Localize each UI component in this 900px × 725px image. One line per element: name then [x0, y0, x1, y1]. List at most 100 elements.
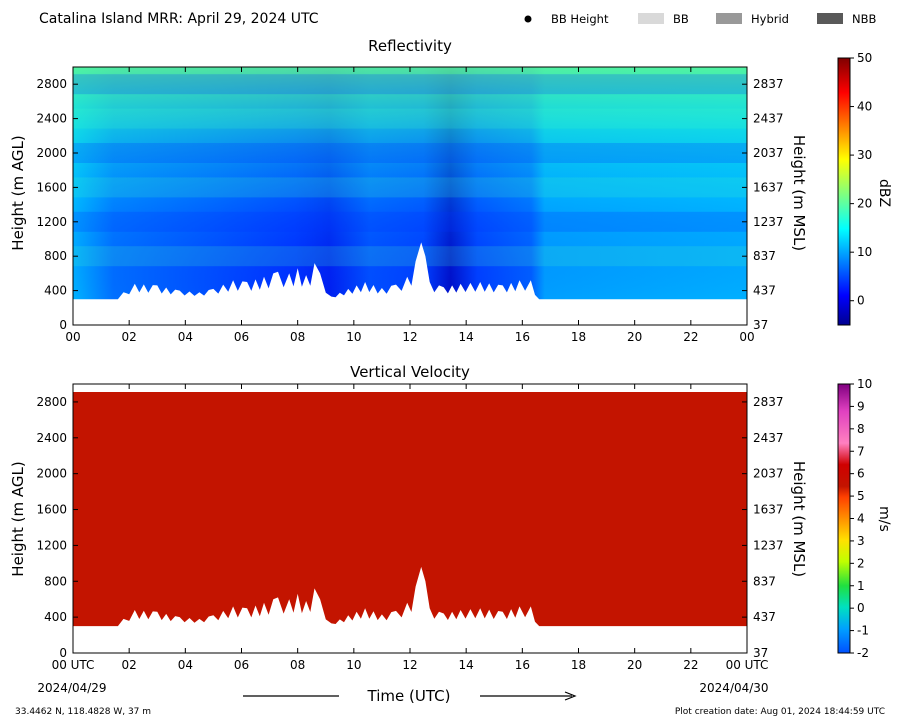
x-tick-label: 12 [402, 658, 417, 672]
time-arrow-head [564, 691, 577, 701]
end-date: 2024/04/30 [699, 681, 768, 695]
x-tick-label: 10 [346, 658, 361, 672]
x-tick-label: 06 [234, 330, 249, 344]
colorbar-tick-label: -1 [857, 624, 869, 638]
y-tick-right-label: 1237 [753, 538, 784, 552]
reflectivity-layer-band [73, 108, 747, 129]
velocity-ylabel-right: Height (m MSL) [790, 461, 808, 577]
y-tick-label: 800 [44, 249, 67, 263]
x-tick-label: 16 [515, 330, 530, 344]
legend-swatch-bb [638, 13, 664, 24]
colorbar-tick-label: 2 [857, 556, 865, 570]
reflectivity-field [73, 67, 747, 300]
x-tick-label: 04 [178, 658, 193, 672]
velocity-title: Vertical Velocity [350, 363, 470, 381]
x-tick-label: 02 [122, 658, 137, 672]
y-tick-label: 1200 [36, 215, 67, 229]
reflectivity-layer-band [73, 177, 747, 198]
x-tick-label: 18 [571, 658, 586, 672]
y-tick-label: 1200 [36, 538, 67, 552]
y-tick-right-label: 437 [753, 610, 776, 624]
reflectivity-axes: 00 02 04 06 08 10 12 14 16 18 20 22 0004008001200160… [36, 67, 784, 344]
y-tick-label: 2400 [36, 112, 67, 126]
y-tick-label: 800 [44, 574, 67, 588]
figure-title: Catalina Island MRR: April 29, 2024 UTC [39, 11, 319, 27]
reflectivity-upper-fade [73, 67, 747, 300]
plot-creation-date: Plot creation date: Aug 01, 2024 18:44:5… [675, 707, 885, 717]
legend-label-nbb: NBB [852, 12, 876, 26]
bb-height-legend-dot [524, 15, 532, 23]
reflectivity-panel: Reflectivity 00 02 04 06 08 10 12 14 16 18 20 22 000… [9, 37, 892, 344]
reflectivity-ylabel-right: Height (m MSL) [790, 135, 808, 251]
colorbar-tick-label: 50 [857, 51, 872, 65]
y-tick-label: 2800 [36, 77, 67, 91]
x-tick-label: 00 [739, 330, 754, 344]
y-tick-right-label: 2037 [753, 467, 784, 481]
reflectivity-colorbar-ticks: 0 10 20 30 40 50 [850, 51, 872, 308]
y-tick-label: 1600 [36, 503, 67, 517]
x-tick-label: 20 [627, 330, 642, 344]
y-tick-label: 2800 [36, 395, 67, 409]
reflectivity-ylabel: Height (m AGL) [9, 135, 27, 250]
y-tick-label: 1600 [36, 180, 67, 194]
y-tick-right-label: 2437 [753, 431, 784, 445]
y-tick-label: 2000 [36, 146, 67, 160]
y-tick-right-label: 837 [753, 249, 776, 263]
y-tick-label: 400 [44, 284, 67, 298]
x-tick-label: 00 UTC [726, 658, 769, 672]
y-tick-right-label: 37 [753, 318, 768, 332]
colorbar-tick-label: 10 [857, 377, 872, 391]
reflectivity-title: Reflectivity [368, 37, 452, 55]
y-tick-right-label: 1637 [753, 180, 784, 194]
header-legend: BB Height BB Hybrid NBB [524, 12, 876, 26]
velocity-axes: 00 UTC 02 04 06 08 10 12 14 16 18 20 22 00 UTC040080… [36, 384, 784, 672]
x-tick-label: 08 [290, 330, 305, 344]
start-date: 2024/04/29 [37, 681, 106, 695]
reflectivity-layer-band [73, 74, 747, 95]
colorbar-tick-label: 20 [857, 197, 872, 211]
colorbar-tick-label: 3 [857, 534, 865, 548]
y-tick-right-label: 1237 [753, 215, 784, 229]
x-tick-label: 12 [402, 330, 417, 344]
y-tick-right-label: 2837 [753, 395, 784, 409]
x-tick-label: 02 [122, 330, 137, 344]
colorbar-tick-label: 8 [857, 422, 865, 436]
y-tick-right-label: 2037 [753, 146, 784, 160]
reflectivity-layer-band [73, 143, 747, 163]
y-tick-right-label: 437 [753, 284, 776, 298]
x-tick-label: 10 [346, 330, 361, 344]
time-axis-label: Time (UTC) [367, 687, 451, 705]
reflectivity-layer-band [73, 211, 747, 232]
colorbar-tick-label: 6 [857, 467, 865, 481]
reflectivity-colorbar [837, 57, 851, 326]
y-tick-right-label: 2437 [753, 112, 784, 126]
legend-swatch-hybrid [716, 13, 742, 24]
legend-label-bb: BB [673, 12, 689, 26]
velocity-low-echo-gap [73, 566, 747, 653]
colorbar-tick-label: 9 [857, 399, 865, 413]
y-tick-label: 400 [44, 610, 67, 624]
y-tick-label: 0 [59, 646, 67, 660]
x-tick-label: 20 [627, 658, 642, 672]
velocity-ylabel: Height (m AGL) [9, 461, 27, 576]
y-tick-label: 2400 [36, 431, 67, 445]
x-tick-label: 16 [515, 658, 530, 672]
colorbar-tick-label: 0 [857, 294, 865, 308]
x-tick-label: 06 [234, 658, 249, 672]
colorbar-tick-label: 40 [857, 100, 872, 114]
x-tick-label: 18 [571, 330, 586, 344]
x-tick-label: 08 [290, 658, 305, 672]
colorbar-tick-label: 30 [857, 148, 872, 162]
station-location: 33.4462 N, 118.4828 W, 37 m [15, 707, 151, 717]
colorbar-tick-label: 0 [857, 601, 865, 615]
y-tick-label: 0 [59, 318, 67, 332]
x-tick-label: 22 [683, 658, 698, 672]
velocity-colorbar [837, 383, 851, 654]
x-tick-label: 00 UTC [52, 658, 95, 672]
velocity-colorbar-label: m/s [876, 506, 892, 532]
reflectivity-bands [73, 74, 747, 267]
y-tick-right-label: 837 [753, 574, 776, 588]
x-tick-label: 04 [178, 330, 193, 344]
legend-label-bb-height: BB Height [551, 12, 609, 26]
